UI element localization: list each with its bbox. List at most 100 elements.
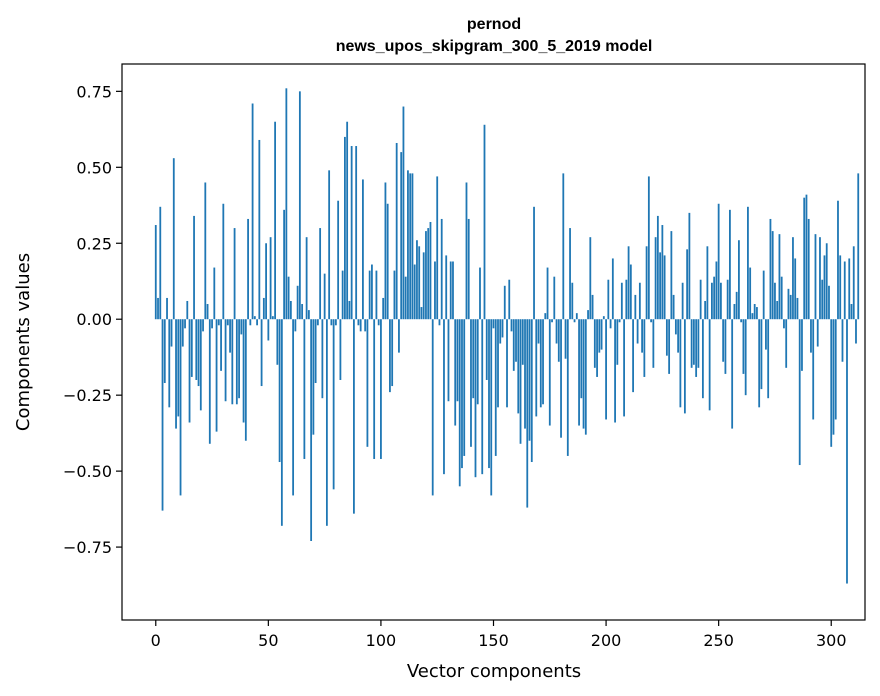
bar-29	[220, 319, 222, 371]
bar-211	[629, 264, 632, 320]
bar-304	[839, 255, 842, 320]
bar-237	[688, 212, 691, 320]
bar-51	[269, 237, 272, 320]
bar-293	[814, 234, 817, 320]
bar-310	[852, 246, 855, 320]
bar-283	[792, 237, 794, 320]
bar-256	[731, 319, 734, 429]
bar-252	[722, 319, 725, 362]
bar-302	[834, 319, 837, 420]
bar-125	[436, 176, 439, 320]
x-tick-label: 200	[591, 631, 622, 650]
bar-236	[686, 249, 689, 320]
bar-259	[738, 240, 740, 320]
bar-76	[325, 319, 328, 526]
bar-307	[846, 319, 848, 584]
bar-137	[463, 319, 466, 456]
bar-91	[359, 319, 362, 332]
bar-287	[801, 319, 803, 371]
bar-185	[571, 282, 574, 320]
bar-53	[274, 121, 276, 320]
y-tick-label: 0.25	[76, 234, 112, 253]
bar-149	[490, 319, 493, 496]
bar-63	[296, 285, 299, 320]
bar-179	[557, 319, 560, 362]
bar-118	[420, 307, 423, 320]
y-tick-label: −0.50	[63, 462, 112, 481]
bar-253	[724, 319, 727, 374]
bar-138	[465, 182, 468, 320]
bar-67	[305, 237, 308, 320]
bar-296	[821, 279, 824, 320]
bar-285	[796, 297, 799, 320]
bar-26	[213, 267, 216, 320]
bar-215	[638, 282, 641, 320]
bar-217	[643, 319, 646, 377]
bar-286	[798, 319, 801, 466]
bar-52	[271, 316, 274, 320]
bar-56	[280, 319, 283, 526]
bar-297	[823, 255, 826, 320]
bar-213	[634, 294, 637, 320]
y-tick-label: 0.50	[76, 158, 112, 177]
bar-172	[542, 319, 544, 405]
bar-231	[674, 319, 677, 335]
bar-19	[197, 319, 200, 387]
bar-70	[312, 319, 315, 435]
bar-24	[208, 319, 211, 444]
bar-143	[476, 319, 479, 405]
bar-78	[330, 319, 333, 326]
bar-81	[337, 200, 340, 320]
bar-174	[546, 267, 549, 320]
bar-1	[157, 297, 159, 320]
bar-184	[569, 228, 571, 320]
bar-258	[735, 291, 738, 320]
bar-17	[193, 215, 195, 320]
bar-170	[537, 319, 540, 344]
bar-55	[278, 319, 281, 463]
bar-107	[395, 142, 398, 320]
bar-303	[837, 200, 839, 320]
bar-21	[202, 319, 204, 332]
bar-159	[512, 319, 515, 371]
bar-75	[323, 273, 326, 320]
bar-209	[625, 279, 628, 320]
bar-187	[575, 313, 578, 320]
bar-0	[154, 225, 157, 320]
bar-164	[524, 319, 526, 429]
bar-122	[429, 221, 432, 320]
bar-295	[819, 237, 821, 320]
bar-11	[179, 319, 182, 496]
bar-282	[789, 294, 792, 320]
bar-130	[447, 319, 450, 402]
bar-99	[377, 319, 380, 326]
bar-194	[591, 294, 594, 320]
bar-265	[751, 313, 754, 320]
bar-20	[199, 319, 202, 411]
bar-27	[215, 319, 218, 432]
bar-88	[353, 319, 355, 514]
bar-47	[260, 319, 263, 387]
bar-207	[620, 282, 623, 320]
bar-124	[434, 261, 436, 320]
y-tick-label: −0.75	[63, 538, 112, 557]
plot-frame	[121, 63, 866, 621]
y-axis-ticks: −0.75 −0.50 −0.25 0.00 0.25 0.50 0.75	[63, 82, 122, 557]
bar-114	[411, 173, 414, 320]
bar-276	[776, 300, 779, 320]
bar-305	[841, 319, 844, 362]
bar-206	[618, 319, 621, 323]
bar-123	[431, 319, 434, 496]
bar-251	[720, 282, 722, 320]
bar-281	[787, 288, 790, 320]
bar-32	[226, 319, 229, 326]
bar-268	[758, 319, 761, 408]
bar-248	[713, 276, 716, 320]
bar-145	[481, 319, 484, 475]
bar-101	[382, 297, 385, 320]
bar-167	[530, 319, 533, 463]
bar-18	[195, 319, 198, 380]
bar-169	[535, 319, 538, 417]
bar-291	[810, 319, 812, 353]
bar-177	[553, 276, 556, 320]
